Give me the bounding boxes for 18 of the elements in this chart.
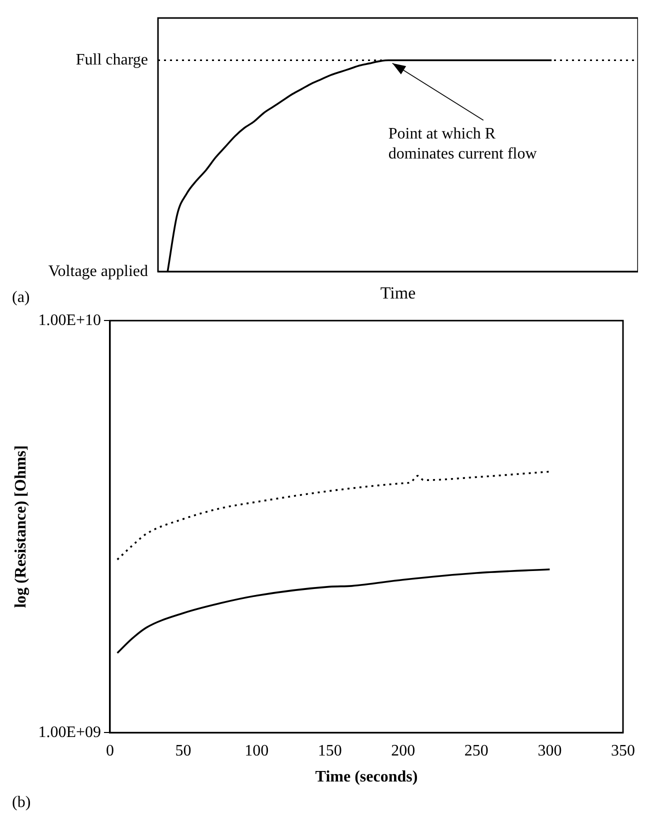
text: (a) xyxy=(12,289,30,306)
x-axis-title: Time xyxy=(380,283,416,302)
ref-line-label: Full charge xyxy=(76,51,148,68)
x-tick-label: 200 xyxy=(391,742,416,760)
x-tick-label: 100 xyxy=(244,742,269,760)
y-axis-title: log (Resistance) [Ohms] xyxy=(12,445,30,608)
annotation: Point at which R dominates current flow xyxy=(388,125,538,162)
x-tick-label: 150 xyxy=(318,742,342,760)
x-axis-title: Time (seconds) xyxy=(315,768,418,786)
y-tick-label: 1.00E+10 xyxy=(38,312,101,329)
text: (b) xyxy=(12,794,31,812)
ref-line-label: Voltage applied xyxy=(48,262,148,280)
x-tick-label: 300 xyxy=(538,742,562,760)
y-tick-label: 1.00E+09 xyxy=(38,724,101,741)
x-tick-label: 350 xyxy=(611,742,635,760)
x-tick-label: 0 xyxy=(106,742,114,760)
x-tick-label: 250 xyxy=(464,742,488,760)
x-tick-label: 50 xyxy=(175,742,192,760)
